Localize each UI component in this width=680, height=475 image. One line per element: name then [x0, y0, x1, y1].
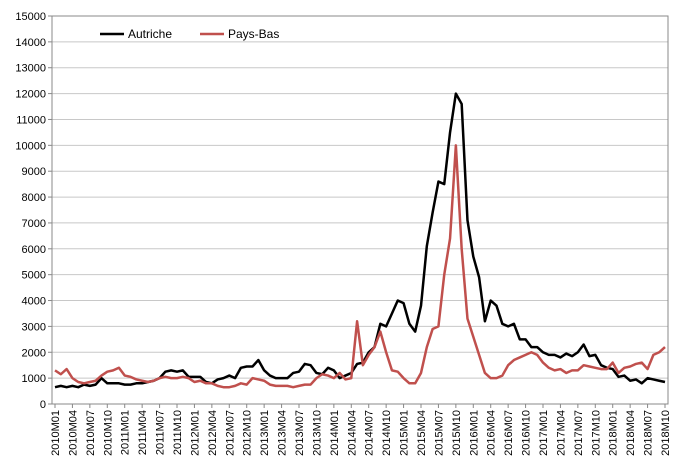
x-tick-label: 2017M10: [590, 410, 602, 456]
x-tick-label: 2011M07: [155, 410, 167, 455]
x-tick-label: 2015M04: [416, 410, 428, 456]
y-tick-label: 9000: [22, 166, 46, 178]
x-tick-label: 2010M07: [85, 410, 97, 456]
y-tick-label: 11000: [16, 114, 46, 126]
x-tick-label: 2014M01: [329, 410, 341, 456]
y-tick-label: 2000: [22, 347, 46, 359]
y-tick-label: 10000: [15, 140, 46, 152]
x-tick-label: 2018M07: [643, 410, 655, 456]
x-tick-label: 2016M07: [503, 410, 515, 456]
x-tick-label: 2010M04: [67, 410, 79, 456]
x-tick-label: 2016M04: [486, 410, 498, 456]
x-tick-label: 2010M01: [50, 410, 62, 456]
x-tick-label: 2013M10: [311, 410, 323, 456]
x-tick-label: 2017M07: [573, 410, 585, 456]
x-tick-label: 2016M01: [468, 410, 480, 456]
x-tick-label: 2010M10: [102, 410, 114, 456]
x-tick-label: 2011M10: [172, 410, 184, 455]
x-tick-label: 2014M10: [381, 410, 393, 456]
legend-label: Pays-Bas: [228, 27, 279, 41]
y-tick-label: 3000: [22, 321, 46, 333]
x-tick-label: 2015M10: [451, 410, 463, 456]
x-tick-label: 2013M01: [259, 410, 271, 456]
y-tick-label: 4000: [22, 296, 46, 308]
x-tick-label: 2018M04: [625, 410, 637, 456]
x-tick-label: 2017M01: [538, 410, 550, 456]
x-tick-label: 2013M07: [294, 410, 306, 456]
x-tick-label: 2018M01: [608, 410, 620, 456]
x-tick-label: 2012M07: [224, 410, 236, 456]
x-tick-label: 2017M04: [555, 410, 567, 456]
legend-label: Autriche: [128, 27, 172, 41]
x-tick-label: 2016M10: [521, 410, 533, 456]
y-tick-label: 0: [40, 399, 46, 411]
x-tick-label: 2014M04: [346, 410, 358, 456]
y-tick-label: 7000: [22, 218, 46, 230]
plot-border: [51, 15, 669, 405]
x-tick-label: 2012M01: [189, 410, 201, 456]
x-tick-label: 2012M10: [242, 410, 254, 456]
x-tick-label: 2012M04: [207, 410, 219, 456]
y-tick-label: 12000: [15, 89, 46, 101]
x-tick-label: 2013M04: [277, 410, 289, 456]
y-tick-label: 5000: [22, 270, 46, 282]
y-tick-label: 6000: [22, 244, 46, 256]
x-tick-label: 2015M01: [399, 410, 411, 456]
y-tick-label: 14000: [15, 37, 46, 49]
line-series: [54, 144, 666, 389]
y-tick-label: 15000: [15, 11, 46, 23]
y-tick-label: 8000: [22, 192, 46, 204]
y-tick-label: 1000: [22, 373, 46, 385]
x-tick-label: 2018M10: [660, 410, 672, 456]
x-tick-label: 2011M01: [120, 410, 132, 455]
x-tick-label: 2011M04: [137, 410, 149, 455]
y-tick-label: 13000: [15, 63, 46, 75]
x-tick-label: 2014M07: [364, 410, 376, 456]
x-tick-label: 2015M07: [433, 410, 445, 456]
